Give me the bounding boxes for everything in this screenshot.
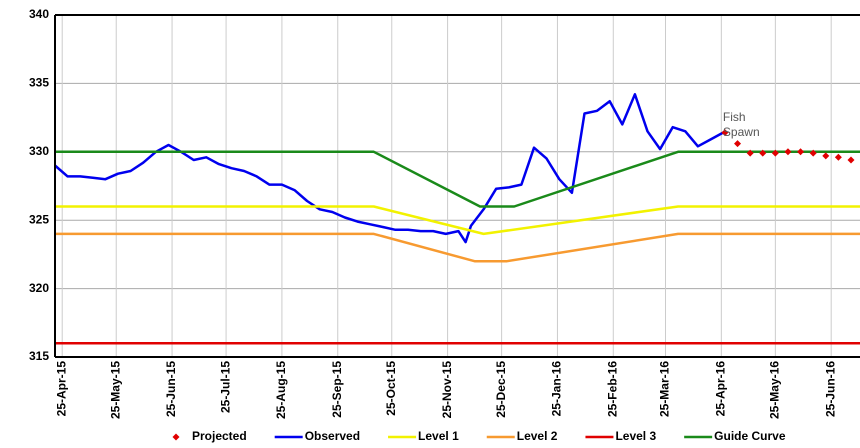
projected-point <box>721 129 729 137</box>
legend-label: Level 3 <box>615 429 656 443</box>
annotation: Spawn <box>723 125 760 139</box>
series-line <box>55 205 860 236</box>
x-tick-label: 25-Mar-16 <box>658 361 672 417</box>
x-tick-label: 25-Jun-15 <box>164 361 178 417</box>
legend-label: Level 1 <box>418 429 459 443</box>
projected-point <box>771 149 779 157</box>
y-tick-label: 325 <box>29 212 49 226</box>
legend-label: Guide Curve <box>714 429 786 443</box>
legend-label: Observed <box>305 429 360 443</box>
x-tick-label: 25-May-15 <box>108 361 122 419</box>
y-tick-label: 340 <box>29 7 49 21</box>
series-line <box>54 93 724 244</box>
projected-point <box>759 149 767 157</box>
x-tick-label: 25-Apr-15 <box>54 361 68 417</box>
x-tick-label: 25-Jan-16 <box>550 361 564 417</box>
series-line <box>55 150 860 208</box>
x-tick-label: 25-Apr-16 <box>714 361 728 417</box>
x-tick-label: 25-Jul-15 <box>218 361 232 413</box>
y-tick-label: 315 <box>29 349 49 363</box>
projected-point <box>822 152 830 160</box>
x-tick-label: 25-Nov-15 <box>440 361 454 419</box>
x-tick-label: 25-Oct-15 <box>384 361 398 416</box>
projected-point <box>834 153 842 161</box>
legend-label: Projected <box>192 429 247 443</box>
x-tick-label: 25-Jun-16 <box>823 361 837 417</box>
x-tick-label: 25-Dec-15 <box>494 361 508 418</box>
x-tick-label: 25-Aug-15 <box>274 361 288 419</box>
x-tick-label: 25-Feb-16 <box>605 361 619 417</box>
projected-point <box>734 140 742 148</box>
projected-point <box>784 148 792 156</box>
projected-point <box>847 156 855 164</box>
y-tick-label: 320 <box>29 281 49 295</box>
x-tick-label: 25-Sep-15 <box>330 361 344 418</box>
series-line <box>55 232 860 263</box>
projected-point <box>809 149 817 157</box>
plot-area <box>55 15 860 357</box>
projected-point <box>797 148 805 156</box>
legend-label: Level 2 <box>517 429 558 443</box>
y-tick-label: 330 <box>29 144 49 158</box>
y-tick-label: 335 <box>29 76 49 90</box>
projected-point <box>746 149 754 157</box>
annotation: Fish <box>723 110 746 124</box>
x-tick-label: 25-May-16 <box>768 361 782 419</box>
legend-marker <box>172 433 180 441</box>
